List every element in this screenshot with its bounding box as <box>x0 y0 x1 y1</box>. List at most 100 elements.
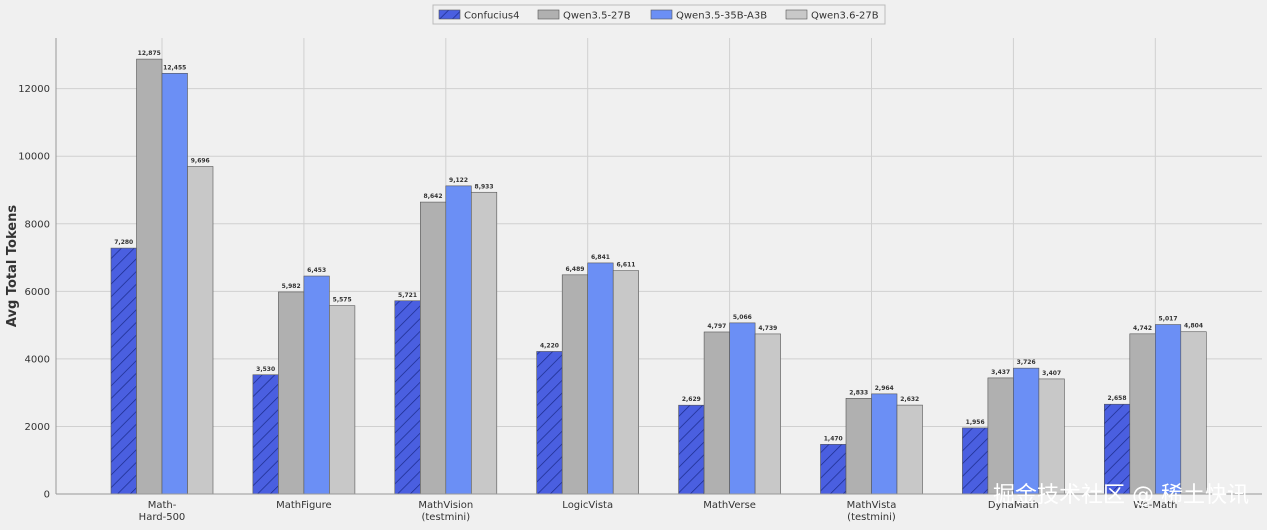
data-label: 4,220 <box>540 342 559 349</box>
bar <box>278 291 305 495</box>
bar <box>729 322 756 495</box>
data-label: 12,455 <box>163 64 186 71</box>
bar <box>561 274 589 495</box>
data-label: 3,407 <box>1042 370 1061 377</box>
x-tick-label: LogicVista <box>562 500 613 511</box>
y-tick-label: 8000 <box>25 219 50 230</box>
data-label: 2,833 <box>849 389 868 396</box>
data-label: 2,632 <box>900 396 919 403</box>
x-tick-label: We-Math <box>1133 500 1177 511</box>
bar <box>678 404 705 495</box>
x-tick-label: Math- <box>148 500 177 511</box>
y-tick-label: 2000 <box>25 422 50 433</box>
x-tick-label: Hard-500 <box>139 512 186 523</box>
legend-label: Confucius4 <box>464 11 519 22</box>
legend-swatch <box>438 9 461 20</box>
y-axis-label: Avg Total Tokens <box>5 205 20 327</box>
x-tick-label: MathVerse <box>703 500 756 511</box>
bar <box>1129 333 1156 495</box>
data-label: 4,797 <box>707 323 726 330</box>
x-tick-label: MathVista <box>847 500 897 511</box>
data-label: 6,489 <box>565 266 584 273</box>
bar <box>394 300 421 495</box>
legend-swatch <box>785 9 808 20</box>
bar <box>754 333 781 495</box>
bar <box>470 191 498 495</box>
bar <box>845 398 872 495</box>
data-label: 4,739 <box>758 325 777 332</box>
legend-swatch <box>650 9 673 20</box>
legend-label: Qwen3.5-27B <box>563 11 631 22</box>
data-label: 2,629 <box>682 396 701 403</box>
data-label: 5,017 <box>1159 316 1178 323</box>
plot-area <box>56 38 1262 494</box>
data-label: 3,726 <box>1017 359 1036 366</box>
bar <box>536 351 563 495</box>
bars <box>110 58 1207 495</box>
data-label: 12,875 <box>138 50 161 57</box>
data-label: 6,611 <box>616 262 635 269</box>
bar <box>445 185 472 495</box>
data-label: 2,658 <box>1108 395 1127 402</box>
data-labels: 7,280 3,530 5,721 4,220 2,629 1,470 1,956 2,658… <box>114 50 1203 442</box>
legend-label: Qwen3.6-27B <box>811 11 879 22</box>
x-tick-label: MathFigure <box>276 500 332 511</box>
bar <box>896 404 923 495</box>
y-tick-label: 6000 <box>25 287 50 298</box>
data-label: 8,642 <box>424 193 443 200</box>
bar <box>962 427 989 495</box>
bar <box>703 331 730 495</box>
bar <box>1104 403 1131 495</box>
bar <box>820 444 847 495</box>
data-label: 3,530 <box>256 366 275 373</box>
data-label: 5,575 <box>333 297 352 304</box>
data-label: 7,280 <box>114 239 133 246</box>
x-tick-label: DynaMath <box>988 500 1039 511</box>
x-tick-label: (testmini) <box>421 512 470 523</box>
legend-swatch <box>537 9 560 20</box>
bar <box>252 374 279 495</box>
data-label: 9,696 <box>191 157 210 164</box>
bar <box>987 377 1014 495</box>
y-tick-label: 12000 <box>18 84 50 95</box>
bar <box>110 247 137 495</box>
bar <box>1180 331 1207 495</box>
bar <box>329 305 356 495</box>
data-label: 2,964 <box>875 385 894 392</box>
bar <box>612 270 640 495</box>
bar <box>419 201 447 495</box>
data-label: 5,721 <box>398 292 417 299</box>
bar <box>136 58 163 495</box>
bar <box>161 72 188 495</box>
data-label: 5,066 <box>733 314 752 321</box>
watermark-text: 掘金技术社区 @ 稀土快讯 <box>993 483 1249 508</box>
y-tick-label: 0 <box>44 490 50 501</box>
data-label: 6,453 <box>307 267 326 274</box>
y-axis: 0 2000 4000 6000 8000 10000 12000 <box>18 38 57 501</box>
data-label: 1,956 <box>966 419 985 426</box>
data-label: 5,982 <box>282 283 301 290</box>
y-tick-label: 4000 <box>25 354 50 365</box>
data-label: 4,742 <box>1133 325 1152 332</box>
data-label: 3,437 <box>991 369 1010 376</box>
bar <box>1013 367 1040 495</box>
y-tick-label: 10000 <box>18 152 50 163</box>
bar <box>1155 324 1182 495</box>
x-tick-label: (testmini) <box>847 512 896 523</box>
legend: Confucius4 Qwen3.5-27B Qwen3.5-35B-A3B Qwen… <box>432 4 886 25</box>
x-tick-label: MathVision <box>418 500 473 511</box>
bar <box>1038 378 1065 495</box>
data-label: 1,470 <box>824 435 843 442</box>
data-label: 9,122 <box>449 177 468 184</box>
plot-background <box>56 38 1262 494</box>
bar <box>303 275 330 495</box>
data-label: 6,841 <box>591 254 610 261</box>
data-label: 8,933 <box>475 183 494 190</box>
data-label: 4,804 <box>1184 323 1203 330</box>
bar <box>187 166 214 495</box>
bar <box>871 393 898 495</box>
bar <box>587 262 614 495</box>
legend-label: Qwen3.5-35B-A3B <box>676 11 767 22</box>
